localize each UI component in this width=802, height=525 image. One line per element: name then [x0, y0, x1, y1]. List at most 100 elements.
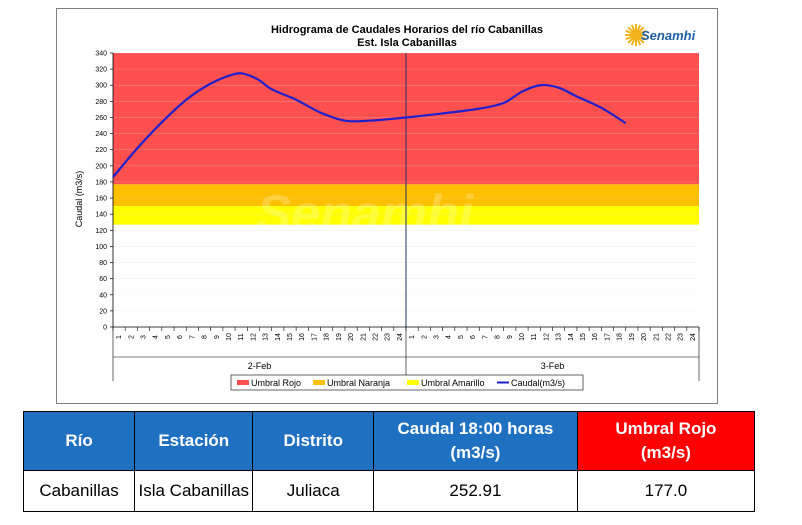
legend-label: Umbral Amarillo: [421, 378, 485, 388]
plot-axes: 0204060801001201401601802002202402602803…: [95, 51, 700, 381]
x-tick-label: 5: [458, 335, 465, 339]
x-tick-label: 2: [128, 335, 135, 339]
x-tick-label: 21: [653, 333, 660, 341]
table-row: Cabanillas Isla Cabanillas Juliaca 252.9…: [22, 470, 756, 512]
legend-label: Umbral Rojo: [251, 378, 301, 388]
x-tick-label: 8: [202, 335, 209, 339]
y-tick-label: 260: [95, 115, 107, 122]
legend-swatch: [237, 380, 249, 385]
cell-estacion: Isla Cabanillas: [134, 470, 254, 512]
y-tick-label: 80: [99, 260, 107, 267]
x-tick-label: 6: [177, 335, 184, 339]
x-tick-label: 7: [482, 335, 489, 339]
legend-swatch: [407, 380, 419, 385]
x-tick-label: 12: [250, 333, 257, 341]
x-tick-label: 15: [287, 333, 294, 341]
plot-series: [112, 72, 627, 178]
chart-frame: Hidrograma de Caudales Horarios del río …: [56, 8, 718, 404]
cell-distrito: Juliaca: [252, 470, 375, 512]
header-rio: Río: [22, 411, 136, 471]
y-tick-label: 180: [95, 179, 107, 186]
cell-umbral-rojo: 177.0: [576, 470, 756, 512]
y-tick-label: 220: [95, 147, 107, 154]
x-tick-label: 11: [531, 333, 538, 340]
logo-text: Senamhi: [641, 28, 696, 43]
x-tick-label: 15: [580, 333, 587, 341]
x-tick-label: 16: [592, 333, 599, 341]
y-tick-label: 0: [103, 325, 107, 332]
header-caudal: Caudal 18:00 horas (m3/s): [373, 411, 578, 471]
x-tick-label: 3: [434, 335, 441, 339]
y-tick-label: 60: [99, 276, 107, 283]
x-tick-label: 9: [507, 335, 514, 339]
x-tick-label: 3: [141, 335, 148, 339]
header-distrito: Distrito: [252, 411, 375, 471]
series-line-caudal: [112, 72, 627, 178]
x-tick-label: 10: [226, 333, 233, 341]
x-tick-label: 23: [385, 333, 392, 341]
x-tick-label: 24: [690, 333, 697, 341]
legend-label: Umbral Naranja: [327, 378, 390, 388]
x-tick-label: 6: [470, 335, 477, 339]
x-tick-label: 1: [409, 335, 416, 339]
x-tick-label: 23: [678, 333, 685, 341]
y-tick-label: 340: [95, 51, 107, 58]
y-axis-label: Caudal (m3/s): [74, 171, 84, 228]
x-tick-label: 10: [519, 333, 526, 341]
date-group-label: 3-Feb: [541, 361, 565, 371]
x-tick-label: 18: [324, 333, 331, 341]
x-tick-label: 14: [568, 333, 575, 341]
y-tick-label: 200: [95, 163, 107, 170]
y-tick-label: 20: [99, 308, 107, 315]
table-header-row: Río Estación Distrito Caudal 18:00 horas…: [22, 411, 756, 471]
y-tick-label: 240: [95, 131, 107, 138]
y-tick-label: 140: [95, 212, 107, 219]
date-group-label: 2-Feb: [248, 361, 272, 371]
senamhi-logo: Senamhi: [625, 24, 696, 46]
x-tick-label: 12: [543, 333, 550, 341]
header-estacion: Estación: [134, 411, 254, 471]
x-tick-label: 18: [617, 333, 624, 341]
x-tick-label: 9: [214, 335, 221, 339]
x-tick-label: 19: [336, 333, 343, 341]
watermark-text: Senamhi: [257, 185, 475, 243]
x-tick-label: 4: [446, 335, 453, 339]
chart-legend: Umbral Rojo Umbral Naranja Umbral Amarillo…: [230, 374, 584, 391]
x-tick-label: 13: [556, 333, 563, 341]
x-tick-label: 19: [629, 333, 636, 341]
x-tick-label: 22: [372, 333, 379, 341]
x-tick-label: 16: [299, 333, 306, 341]
x-tick-label: 22: [665, 333, 672, 341]
x-tick-label: 1: [116, 335, 123, 339]
x-tick-label: 14: [275, 333, 282, 341]
x-tick-label: 17: [604, 333, 611, 341]
y-tick-label: 280: [95, 99, 107, 106]
x-tick-label: 24: [397, 333, 404, 341]
x-tick-label: 7: [189, 335, 196, 339]
legend-label: Caudal(m3/s): [511, 378, 565, 388]
hydrograph-chart: Hidrograma de Caudales Horarios del río …: [74, 24, 700, 391]
y-tick-label: 100: [95, 244, 107, 251]
y-tick-label: 300: [95, 83, 107, 90]
cell-caudal: 252.91: [373, 470, 578, 512]
station-info-table: Río Estación Distrito Caudal 18:00 horas…: [22, 411, 756, 512]
x-tick-label: 11: [238, 333, 245, 340]
header-umbral-rojo: Umbral Rojo (m3/s): [576, 411, 756, 471]
x-tick-label: 21: [360, 333, 367, 341]
x-tick-label: 20: [641, 333, 648, 341]
x-tick-label: 4: [153, 335, 160, 339]
chart-title: Hidrograma de Caudales Horarios del río …: [271, 24, 543, 36]
x-tick-label: 8: [495, 335, 502, 339]
x-tick-label: 2: [421, 335, 428, 339]
x-tick-label: 17: [311, 333, 318, 341]
x-tick-label: 5: [165, 335, 172, 339]
chart-subtitle: Est. Isla Cabanillas: [357, 37, 457, 49]
y-tick-label: 160: [95, 196, 107, 203]
cell-rio: Cabanillas: [22, 470, 136, 512]
x-tick-label: 13: [263, 333, 270, 341]
x-tick-label: 20: [348, 333, 355, 341]
legend-swatch: [313, 380, 325, 385]
y-tick-label: 120: [95, 228, 107, 235]
y-tick-label: 320: [95, 67, 107, 74]
y-tick-label: 40: [99, 292, 107, 299]
